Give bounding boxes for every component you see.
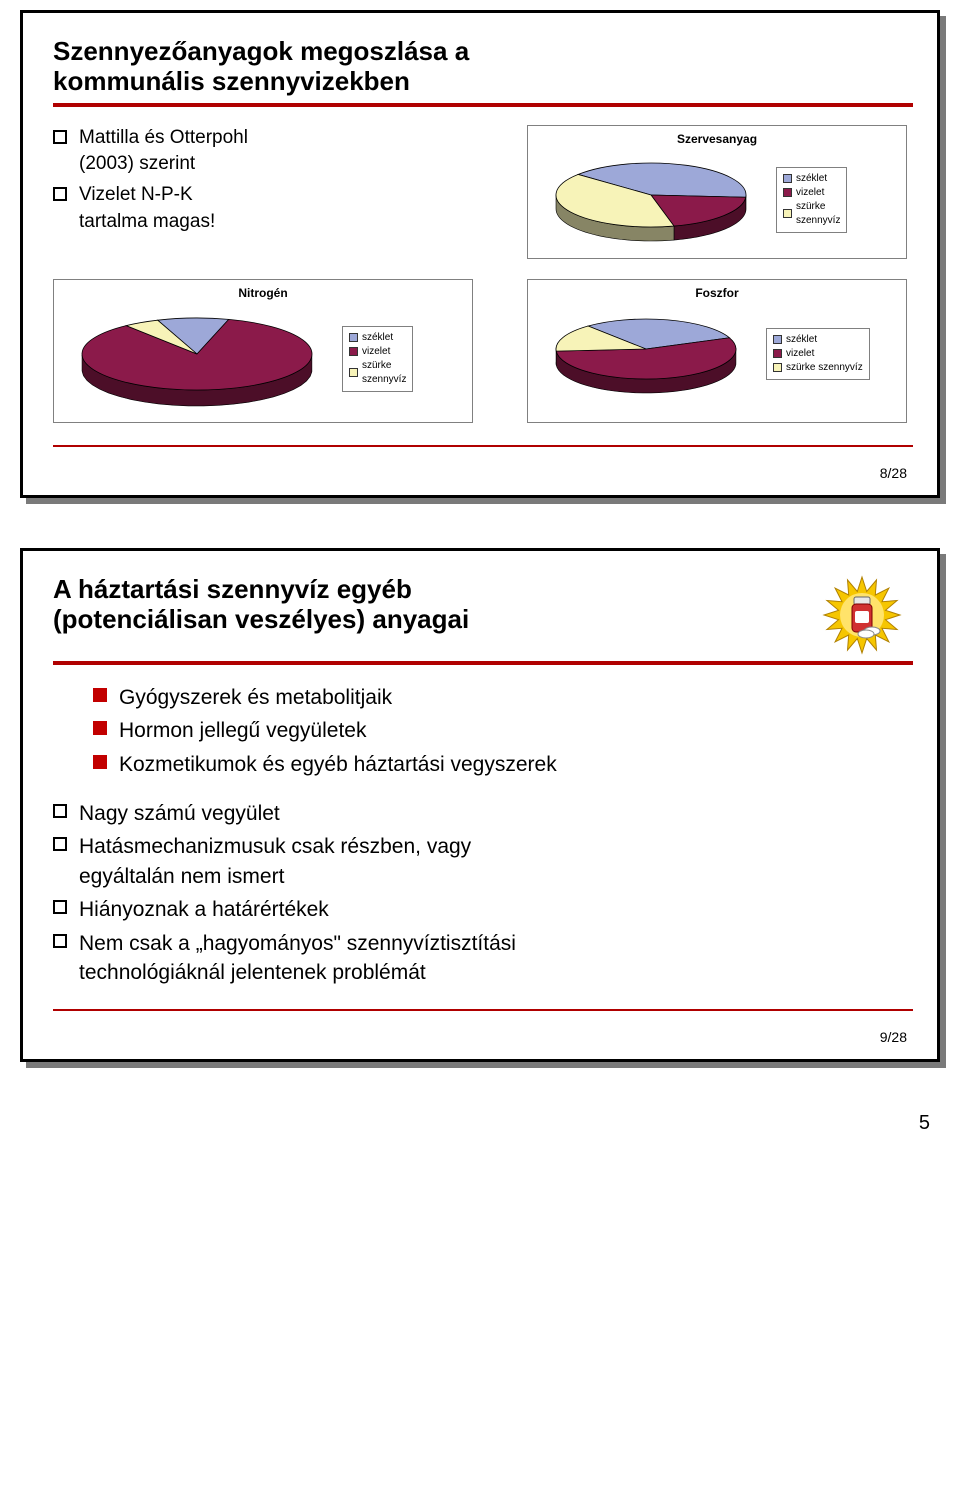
- global-page-number: 5: [0, 1112, 960, 1155]
- legend-item: szürke szennyvíz: [773, 361, 863, 375]
- legend-item: széklet: [783, 172, 840, 186]
- slide9-bullets: Gyógyszerek és metabolitjaik Hormon jell…: [53, 683, 907, 988]
- slide8-top-row: Mattilla és Otterpohl (2003) szerint Viz…: [53, 125, 907, 259]
- bullet-item: Mattilla és Otterpohl (2003) szerint: [53, 125, 507, 178]
- hollow-square-icon: [53, 934, 67, 948]
- legend-item: széklet: [349, 331, 406, 345]
- hollow-square-icon: [53, 804, 67, 818]
- bullet-text: Mattilla és Otterpohl (2003) szerint: [79, 125, 248, 178]
- footer-rule: [53, 1009, 913, 1011]
- page-number: 9/28: [880, 1029, 907, 1045]
- pie-chart-icon: [536, 150, 766, 250]
- solid-square-icon: [93, 688, 107, 702]
- slide-8: Szennyezőanyagok megoszlása a kommunális…: [20, 10, 940, 498]
- chart-title: Nitrogén: [62, 286, 464, 300]
- chart-title: Szervesanyag: [536, 132, 898, 146]
- legend-swatch-icon: [349, 347, 358, 356]
- slide8-title-line1: Szennyezőanyagok megoszlása a: [53, 36, 469, 66]
- legend-swatch-icon: [773, 363, 782, 372]
- title-rule: [53, 661, 913, 665]
- bullet-item: Hormon jellegű vegyületek: [93, 716, 907, 745]
- chart-foszfor: Foszfor széklet vizelet szürke szennyvíz: [527, 279, 907, 423]
- chart-szervesanyag: Szervesanyag széklet vizelet szürkeszenn…: [527, 125, 907, 259]
- medicine-icon: [822, 575, 902, 655]
- chart-body: széklet vizelet szürke szennyvíz: [536, 304, 898, 404]
- hollow-square-icon: [53, 900, 67, 914]
- slide9-title-block: A háztartási szennyvíz egyéb (potenciáli…: [53, 575, 817, 641]
- bullet-item: Vizelet N-P-K tartalma magas!: [53, 182, 507, 235]
- slide8-title: Szennyezőanyagok megoszlása a kommunális…: [53, 37, 907, 97]
- legend-item: vizelet: [349, 345, 406, 359]
- legend-item: szürkeszennyvíz: [349, 359, 406, 387]
- chart-nitrogen: Nitrogén széklet vizelet szürkeszennyvíz: [53, 279, 473, 423]
- legend-swatch-icon: [783, 174, 792, 183]
- chart-body: széklet vizelet szürkeszennyvíz: [62, 304, 464, 414]
- hollow-square-icon: [53, 837, 67, 851]
- legend: széklet vizelet szürkeszennyvíz: [776, 167, 847, 233]
- legend-swatch-icon: [773, 349, 782, 358]
- bullet-text: Nem csak a „hagyományos" szennyvíztisztí…: [79, 929, 516, 988]
- slide9-header: A háztartási szennyvíz egyéb (potenciáli…: [53, 575, 907, 655]
- slide8-title-line2: kommunális szennyvizekben: [53, 66, 410, 96]
- pie-chart-icon: [62, 304, 332, 414]
- legend-swatch-icon: [349, 333, 358, 342]
- legend-swatch-icon: [349, 368, 358, 377]
- bullet-item: Nagy számú vegyület: [53, 799, 907, 828]
- hollow-square-icon: [53, 130, 67, 144]
- bullet-item: Gyógyszerek és metabolitjaik: [93, 683, 907, 712]
- bullet-item: Nem csak a „hagyományos" szennyvíztisztí…: [53, 929, 907, 988]
- hollow-square-icon: [53, 187, 67, 201]
- solid-square-icon: [93, 721, 107, 735]
- legend-swatch-icon: [783, 188, 792, 197]
- bullet-item: Kozmetikumok és egyéb háztartási vegysze…: [93, 750, 907, 779]
- bullet-item: Hiányoznak a határértékek: [53, 895, 907, 924]
- medicine-icon-col: [817, 575, 907, 655]
- slide9-title: A háztartási szennyvíz egyéb (potenciáli…: [53, 575, 817, 635]
- legend-item: vizelet: [783, 186, 840, 200]
- page-number: 8/28: [880, 465, 907, 481]
- bullet-text: Hatásmechanizmusuk csak részben, vagy eg…: [79, 832, 471, 891]
- bullet-item: Hatásmechanizmusuk csak részben, vagy eg…: [53, 832, 907, 891]
- legend: széklet vizelet szürke szennyvíz: [766, 328, 870, 380]
- slide9-title-line2: (potenciálisan veszélyes) anyagai: [53, 604, 469, 634]
- legend-item: szürkeszennyvíz: [783, 200, 840, 228]
- slide-9: A háztartási szennyvíz egyéb (potenciáli…: [20, 548, 940, 1063]
- slide8-charts-row2: Nitrogén széklet vizelet szürkeszennyvíz…: [53, 279, 907, 423]
- legend: széklet vizelet szürkeszennyvíz: [342, 326, 413, 392]
- legend-item: széklet: [773, 333, 863, 347]
- chart-title: Foszfor: [536, 286, 898, 300]
- chart-body: széklet vizelet szürkeszennyvíz: [536, 150, 898, 250]
- pie-chart-icon: [536, 304, 756, 404]
- legend-swatch-icon: [773, 335, 782, 344]
- footer-rule: [53, 445, 913, 447]
- solid-square-icon: [93, 755, 107, 769]
- slide9-title-line1: A háztartási szennyvíz egyéb: [53, 574, 412, 604]
- legend-swatch-icon: [783, 209, 792, 218]
- slide8-bullets: Mattilla és Otterpohl (2003) szerint Viz…: [53, 125, 507, 239]
- legend-item: vizelet: [773, 347, 863, 361]
- title-rule: [53, 103, 913, 107]
- bullet-text: Vizelet N-P-K tartalma magas!: [79, 182, 215, 235]
